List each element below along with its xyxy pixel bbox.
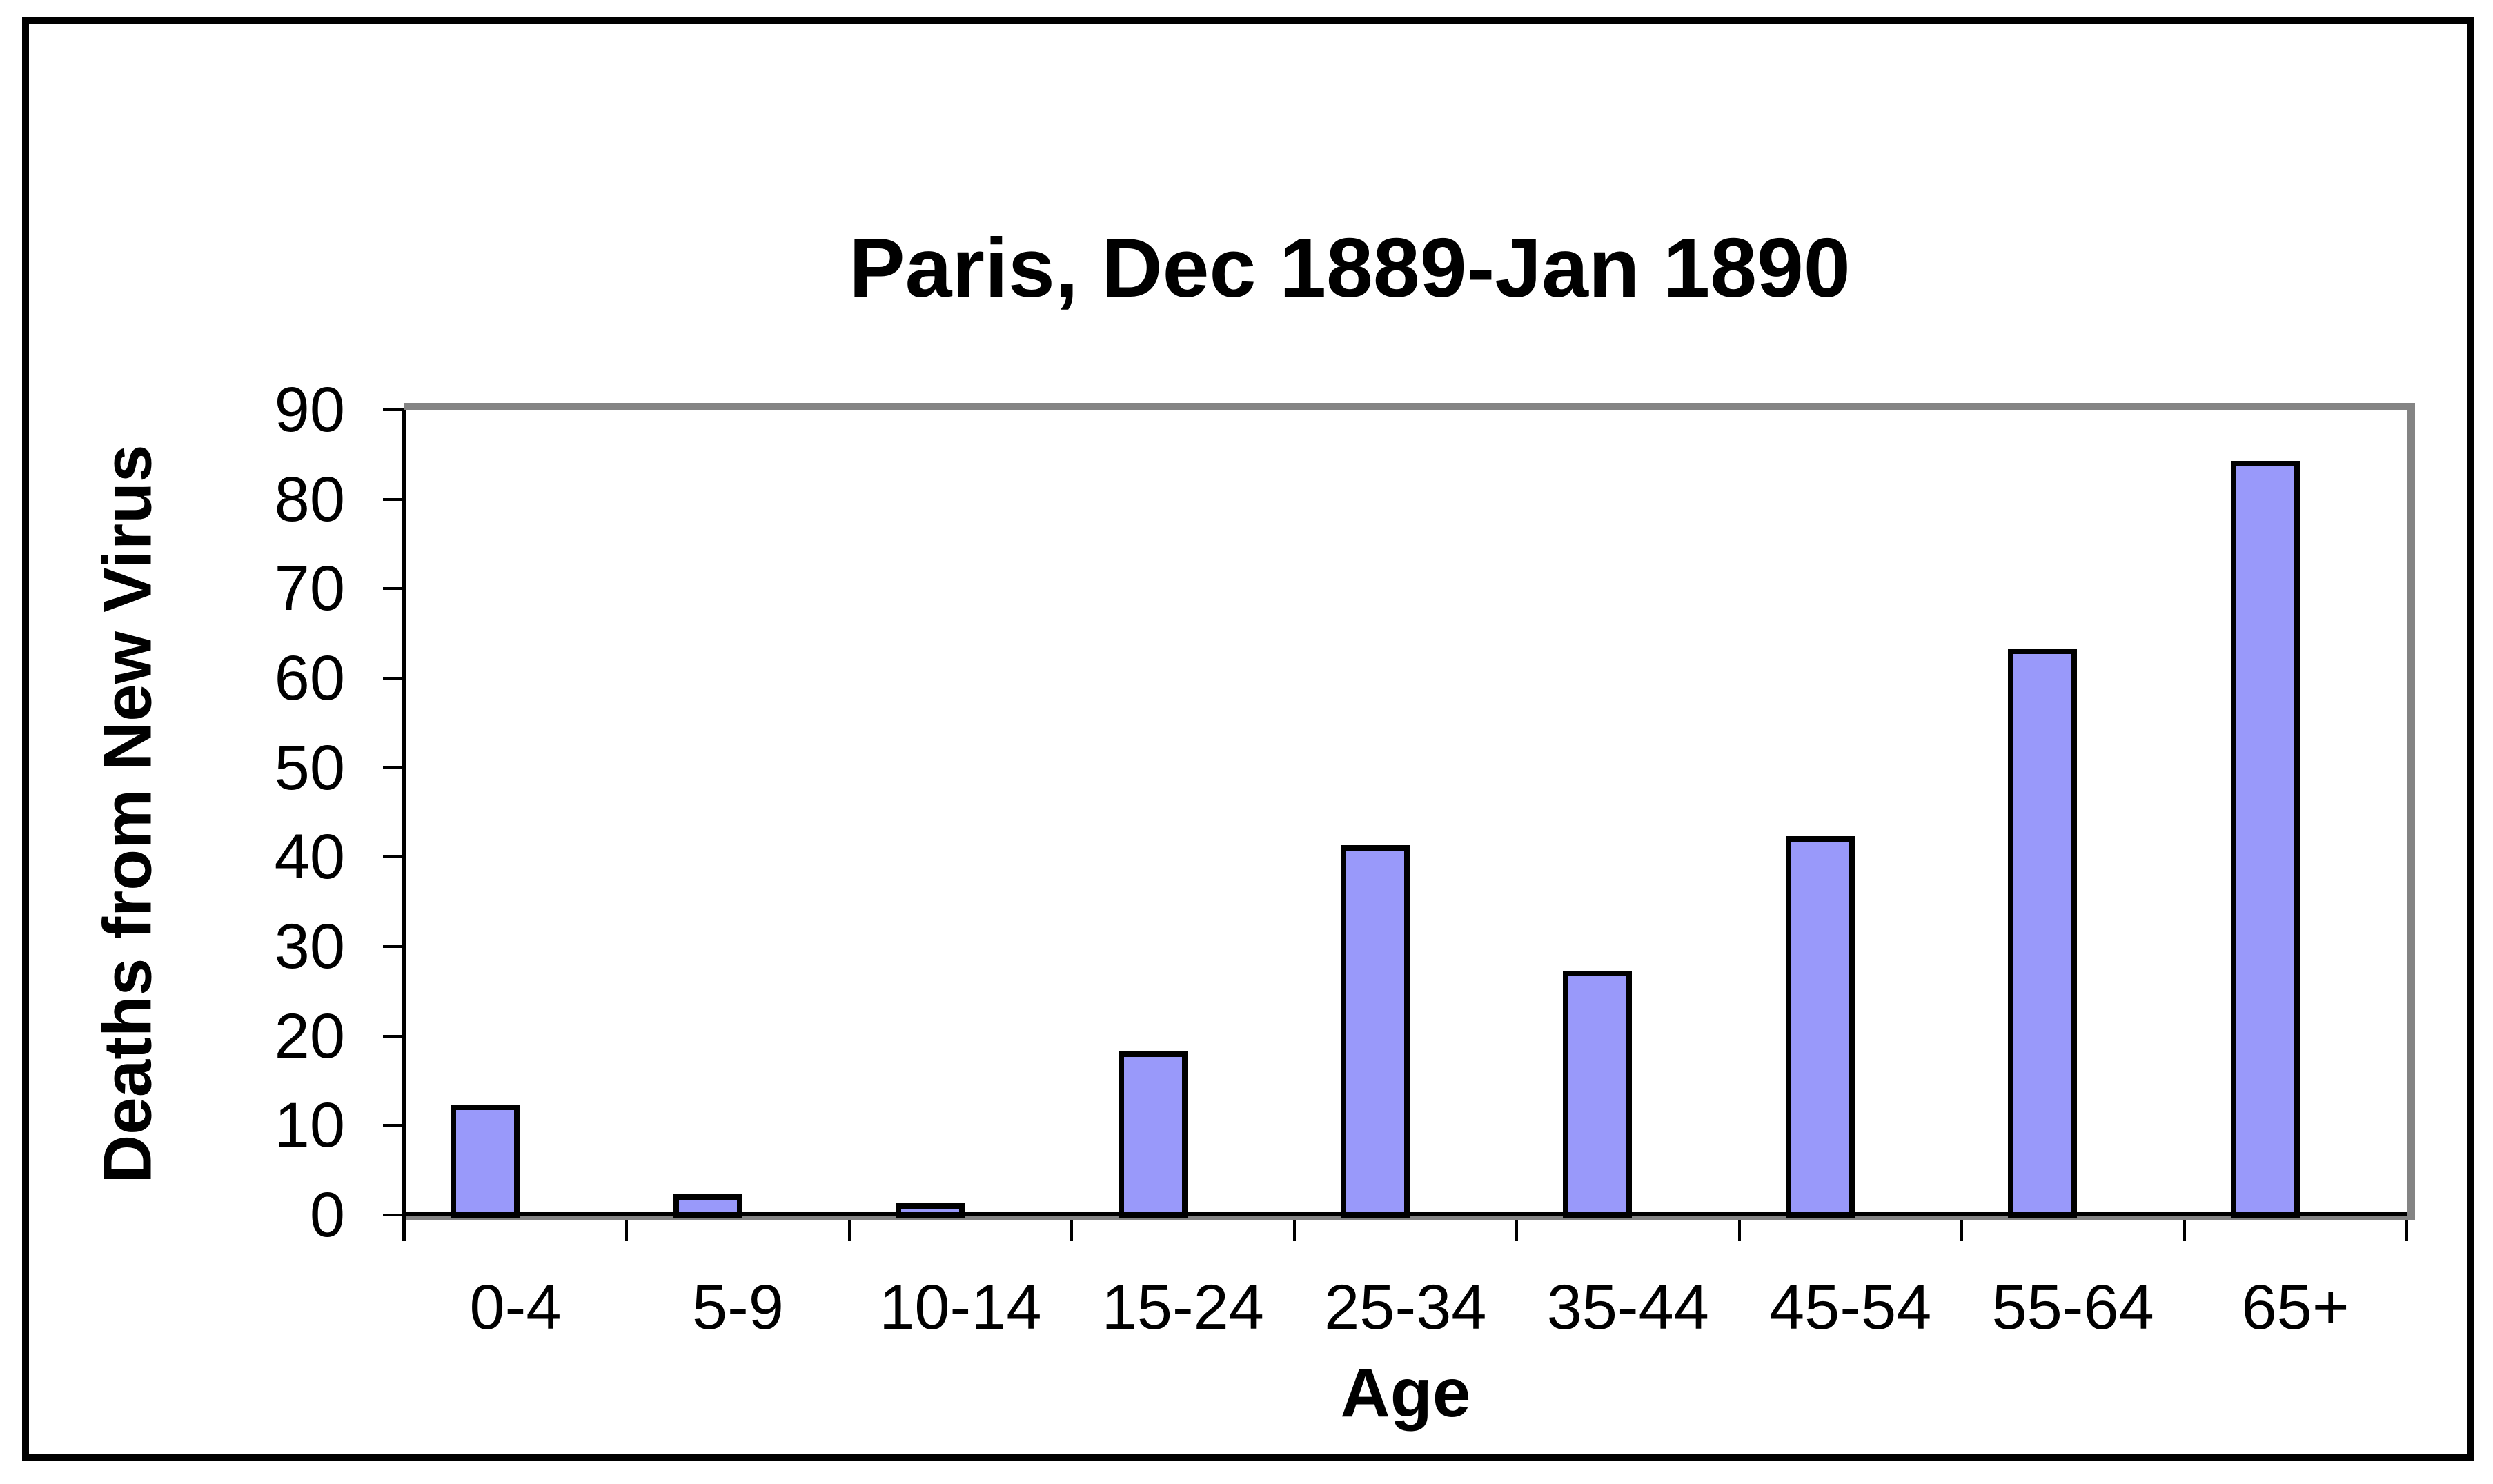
x-tick-label: 0-4: [469, 1272, 562, 1343]
chart-title: Paris, Dec 1889-Jan 1890: [849, 221, 1851, 315]
y-tick: [383, 945, 404, 948]
bar-55-64: [2008, 649, 2078, 1218]
y-tick-label: 90: [274, 375, 345, 445]
y-tick: [383, 587, 404, 591]
x-axis-title: Age: [1340, 1354, 1471, 1432]
bar-45-54: [1785, 836, 1855, 1218]
bar-25-34: [1341, 845, 1410, 1218]
x-tick: [1292, 1220, 1296, 1241]
y-tick-label: 30: [274, 911, 345, 982]
x-tick-label: 65+: [2241, 1272, 2349, 1343]
x-tick: [847, 1220, 851, 1241]
bar-0-4: [451, 1105, 520, 1218]
x-tick-label: 45-54: [1769, 1272, 1932, 1343]
plot-area: [404, 403, 2415, 1220]
y-tick-label: 60: [274, 643, 345, 713]
x-tick-label: 15-24: [1101, 1272, 1264, 1343]
figure-border: [22, 17, 2474, 1461]
x-tick-label: 5-9: [691, 1272, 784, 1343]
y-tick: [383, 766, 404, 769]
x-tick: [1070, 1220, 1074, 1241]
bar-35-44: [1563, 971, 1633, 1218]
y-axis-title: Deaths from New Virus: [89, 444, 166, 1184]
y-tick-label: 0: [309, 1180, 345, 1250]
x-tick: [625, 1220, 629, 1241]
y-tick: [383, 677, 404, 680]
bar-15-24: [1118, 1051, 1188, 1218]
y-tick: [383, 1124, 404, 1127]
bar-5-9: [673, 1194, 742, 1218]
y-tick-label: 20: [274, 1000, 345, 1071]
y-tick-label: 50: [274, 732, 345, 803]
x-tick-label: 35-44: [1546, 1272, 1709, 1343]
x-tick: [1960, 1220, 1964, 1241]
y-tick-label: 40: [274, 822, 345, 893]
x-tick: [1737, 1220, 1741, 1241]
x-tick-label: 55-64: [1991, 1272, 2154, 1343]
x-tick: [1515, 1220, 1519, 1241]
x-tick-label: 25-34: [1324, 1272, 1487, 1343]
y-tick: [383, 1214, 404, 1216]
y-tick-label: 10: [274, 1090, 345, 1161]
y-axis-line: [402, 410, 406, 1241]
x-tick: [2182, 1220, 2186, 1241]
x-tick: [2405, 1220, 2408, 1241]
y-tick-label: 80: [274, 464, 345, 535]
y-tick: [383, 408, 404, 411]
y-tick: [383, 1034, 404, 1038]
x-tick-label: 10-14: [879, 1272, 1042, 1343]
y-tick: [383, 497, 404, 501]
bar-65+: [2230, 461, 2300, 1218]
y-tick: [383, 855, 404, 859]
bar-10-14: [896, 1203, 965, 1218]
y-tick-label: 70: [274, 553, 345, 624]
x-tick: [403, 1220, 406, 1241]
